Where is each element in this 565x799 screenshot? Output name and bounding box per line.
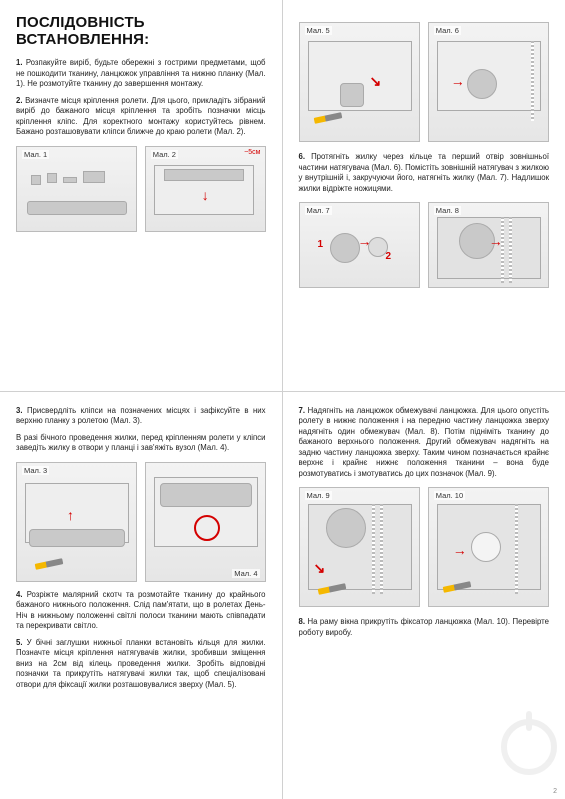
- figure-row-1-2: Мал. 1 Мал. 2 ~5см ↓: [16, 146, 266, 232]
- step-3b: В разі бічного проведення жилки, перед к…: [16, 433, 266, 454]
- figure-2: Мал. 2 ~5см ↓: [145, 146, 266, 232]
- figure-row-5-6: Мал. 5 ↘ Мал. 6 →: [299, 22, 550, 142]
- step-5: 5. У бічні заглушки нижньої планки встан…: [16, 638, 266, 691]
- step-7: 7. Надягніть на ланцюжок обмежувачі ланц…: [299, 406, 550, 480]
- step-2: 2. Визначте місця кріплення ролети. Для …: [16, 96, 266, 138]
- step-8: 8. На раму вікна прикрутіть фіксатор лан…: [299, 617, 550, 638]
- quadrant-bottom-right: 7. Надягніть на ланцюжок обмежувачі ланц…: [283, 392, 565, 799]
- figure-8: Мал. 8 →: [428, 202, 549, 288]
- figure-9: Мал. 9 ↘: [299, 487, 420, 607]
- quadrant-top-right: Мал. 5 ↘ Мал. 6 → 6. Протягніть жилку че…: [283, 0, 565, 392]
- figure-4: Мал. 4: [145, 462, 266, 582]
- figure-1: Мал. 1: [16, 146, 137, 232]
- step-3a: 3. Присвердліть кліпси на позначених міс…: [16, 406, 266, 427]
- page-title: ПОСЛІДОВНІСТЬ ВСТАНОВЛЕННЯ:: [16, 14, 266, 48]
- step-6: 6. Протягніть жилку через кільце та перш…: [299, 152, 550, 194]
- figure-10: Мал. 10 →: [428, 487, 549, 607]
- dimension-note: ~5см: [244, 149, 260, 156]
- figure-6: Мал. 6 →: [428, 22, 549, 142]
- figure-row-7-8: Мал. 7 1 2 → Мал. 8 →: [299, 202, 550, 288]
- figure-5: Мал. 5 ↘: [299, 22, 420, 142]
- figure-row-9-10: Мал. 9 ↘ Мал. 10 →: [299, 487, 550, 607]
- page-number: 2: [553, 788, 557, 795]
- quadrant-top-left: ПОСЛІДОВНІСТЬ ВСТАНОВЛЕННЯ: 1. Розпакуйт…: [0, 0, 283, 392]
- step-1: 1. Розпакуйте виріб, будьте обережні з г…: [16, 58, 266, 90]
- figure-7: Мал. 7 1 2 →: [299, 202, 420, 288]
- figure-row-3-4: Мал. 3 ↑ Мал. 4: [16, 462, 266, 582]
- quadrant-bottom-left: 3. Присвердліть кліпси на позначених міс…: [0, 392, 283, 799]
- step-4: 4. Розріжте малярний скотч та розмотайте…: [16, 590, 266, 632]
- watermark-icon: [501, 719, 557, 775]
- figure-3: Мал. 3 ↑: [16, 462, 137, 582]
